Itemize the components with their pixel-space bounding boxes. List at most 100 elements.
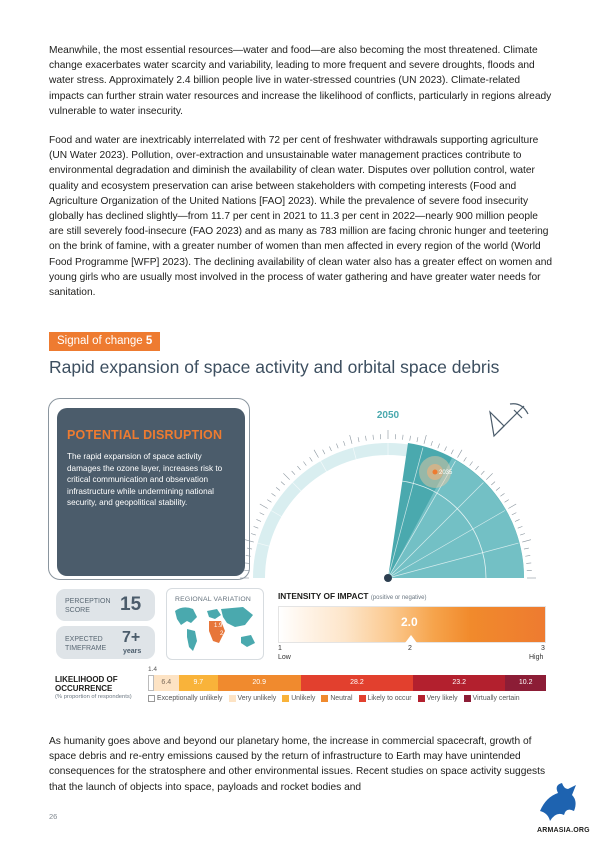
gauge-tick <box>259 503 268 509</box>
gauge-tick <box>523 547 529 550</box>
gauge-tick <box>520 533 526 536</box>
gauge-ticks <box>240 430 536 579</box>
legend-swatch <box>228 695 236 702</box>
gauge-tick <box>416 437 419 443</box>
legend-label: Very unlikely <box>237 695 277 702</box>
gauge-tick <box>522 539 532 543</box>
legend-item: Unlikely <box>282 695 315 702</box>
likelihood-subtitle: (% proportion of respondents) <box>55 694 132 700</box>
intensity-high-label: High <box>529 654 544 661</box>
gauge-ray <box>387 482 484 579</box>
legend-label: Neutral <box>330 695 353 702</box>
gauge-tick <box>430 440 433 446</box>
disruption-heading: POTENTIAL DISRUPTION <box>67 428 223 442</box>
intensity-value: 2.0 <box>401 615 418 629</box>
gauge-tick <box>500 493 505 497</box>
gauge-tick <box>437 443 440 449</box>
gauge-fan-light <box>388 458 524 578</box>
legend-label: Exceptionally unlikely <box>157 695 223 702</box>
gauge-tick <box>491 481 496 486</box>
legend-label: Likely to occur <box>367 695 412 702</box>
gauge-tick <box>250 533 256 536</box>
intensity-bar: 2.0 <box>278 606 546 643</box>
legend-swatch <box>282 695 290 702</box>
likelihood-first-label: 1.4 <box>148 666 158 673</box>
gauge-tick <box>271 493 276 497</box>
gauge-ray <box>387 447 424 579</box>
gauge-tick <box>486 473 493 480</box>
gauge-tick <box>517 526 523 529</box>
legend-swatch <box>417 695 425 702</box>
intensity-low-label: Low <box>278 654 291 661</box>
intensity-tick-3: 3 <box>541 645 545 652</box>
gauge-tick <box>444 446 447 452</box>
gauge-tick <box>313 449 319 458</box>
perception-label: PERCEPTION SCORE <box>65 598 111 614</box>
likelihood-segment: 10.2 <box>505 675 546 691</box>
paragraph-water-food: Meanwhile, the most essential resources—… <box>49 45 552 117</box>
gauge-tick <box>514 519 520 522</box>
legend-swatch <box>321 695 329 702</box>
gauge-tick <box>244 562 250 564</box>
gauge-ray <box>292 482 389 579</box>
gauge-tick <box>336 443 339 449</box>
intensity-tick-2: 2 <box>408 645 412 652</box>
gauge-tick <box>450 449 454 455</box>
infographic-panel: POTENTIAL DISRUPTION The rapid expansion… <box>48 398 558 598</box>
time-gauge: 2050 2030 2035 <box>240 410 536 586</box>
gauge-tick <box>475 465 479 471</box>
gauge-tick <box>357 437 360 443</box>
gauge-tick <box>525 555 531 557</box>
likelihood-segment: 23.2 <box>413 675 506 691</box>
intensity-subtitle: (positive or negative) <box>370 595 427 601</box>
likelihood-segment: 28.2 <box>300 675 414 691</box>
gauge-marker <box>432 469 438 475</box>
legend-item: Neutral <box>321 695 353 702</box>
legend-label: Virtually certain <box>472 695 520 702</box>
gauge-marker-label: 2035 <box>439 470 453 476</box>
page-number: 26 <box>49 812 58 821</box>
gauge-tick <box>303 461 307 466</box>
gauge-tick <box>409 435 411 441</box>
expected-timeframe-pill: EXPECTED TIMEFRAME 7+ years <box>56 626 155 659</box>
card-outline <box>48 398 250 580</box>
disruption-card: POTENTIAL DISRUPTION The rapid expansion… <box>57 408 245 576</box>
legend-label: Unlikely <box>291 695 316 702</box>
gauge-tick <box>402 434 404 440</box>
legend-label: Very likely <box>426 695 458 702</box>
gauge-2030-ring <box>289 479 487 586</box>
gauge-tick <box>267 499 272 503</box>
regional-variation-box: REGIONAL VARIATION 1.9 2.1 <box>166 588 264 660</box>
world-map <box>175 607 255 651</box>
disruption-text: The rapid expansion of space activity da… <box>67 452 223 508</box>
gauge-tick <box>508 503 517 509</box>
gauge-tick <box>526 562 532 564</box>
timeframe-unit: years <box>123 648 142 655</box>
gauge-tick <box>256 519 262 522</box>
gauge-tick <box>309 457 313 462</box>
regional-title: REGIONAL VARIATION <box>175 596 251 603</box>
regional-value-2: 2.1 <box>220 631 229 637</box>
intensity-pointer <box>405 635 417 643</box>
gauge-tick <box>297 465 301 471</box>
gauge-tick <box>259 512 265 516</box>
gauge-tick <box>329 446 332 452</box>
logo-text: ARMASIA.ORG <box>537 827 590 834</box>
paragraph-space-activity: As humanity goes above and beyond our pl… <box>49 736 546 793</box>
timeframe-value: 7+ <box>122 629 141 646</box>
gauge-ray <box>387 460 456 579</box>
intensity-title: INTENSITY OF IMPACT (positive or negativ… <box>278 591 427 601</box>
likelihood-segment: 6.4 <box>153 675 180 691</box>
gauge-tick <box>457 449 463 458</box>
gauge-ray <box>387 542 519 579</box>
likelihood-segment <box>148 675 154 691</box>
gauge-ray <box>320 460 389 579</box>
gauge-tick <box>469 461 473 466</box>
gauge-ray <box>387 510 506 579</box>
legend-swatch <box>463 695 471 702</box>
gauge-outer-label: 2050 <box>377 410 400 421</box>
gauge-tick <box>511 512 517 516</box>
gauge-tick <box>495 487 501 491</box>
likelihood-legend: Exceptionally unlikely Very unlikely Unlik… <box>148 695 558 702</box>
gauge-tick <box>463 457 467 462</box>
